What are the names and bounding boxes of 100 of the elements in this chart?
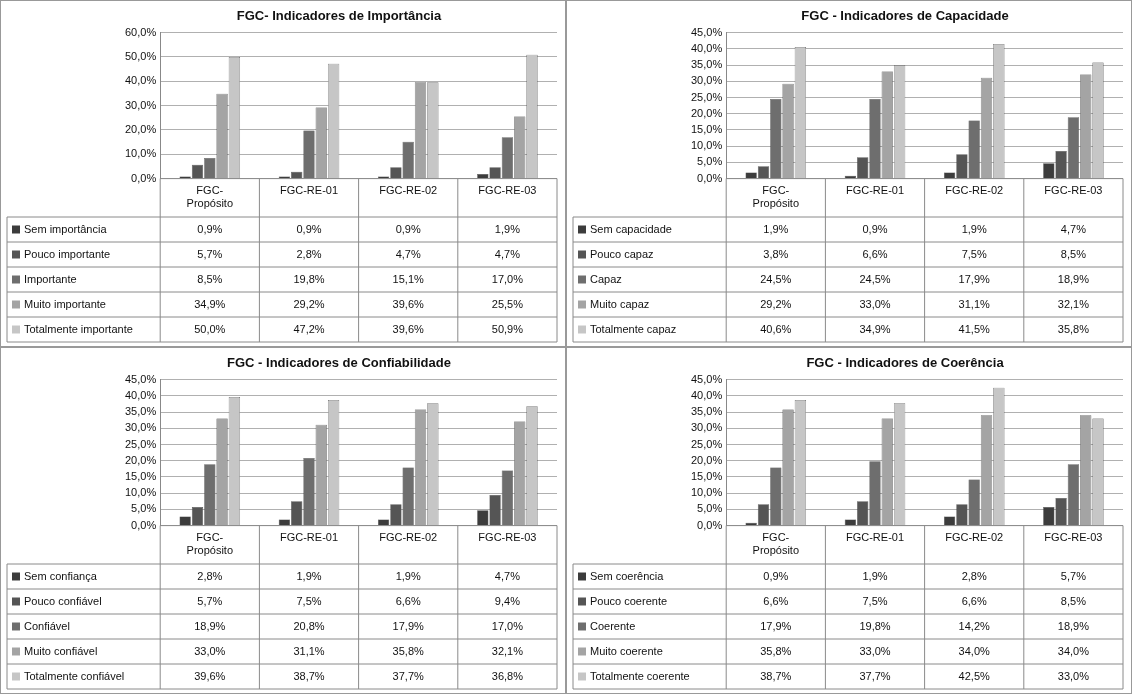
x-tick-label: FGC- Propósito bbox=[752, 184, 800, 210]
y-tick-label: 0,0% bbox=[697, 171, 723, 184]
data-label: 2,8% bbox=[961, 569, 987, 582]
x-tick-label: FGC-RE-01 bbox=[845, 184, 905, 197]
y-tick-label: 0,0% bbox=[697, 518, 723, 531]
y-tick-label: 45,0% bbox=[690, 372, 723, 385]
y-tick-label: 5,0% bbox=[131, 502, 157, 515]
y-tick-label: 40,0% bbox=[124, 74, 157, 87]
x-tick-label: FGC-RE-03 bbox=[1044, 184, 1103, 197]
data-label: 33,0% bbox=[859, 644, 891, 657]
data-label: 18,9% bbox=[1057, 272, 1090, 285]
data-label: 1,9% bbox=[296, 569, 322, 582]
data-label: 5,7% bbox=[197, 594, 223, 607]
data-label: 2,8% bbox=[197, 569, 223, 582]
legend-label: Totalmente capaz bbox=[590, 322, 677, 335]
y-tick-label: 10,0% bbox=[124, 147, 157, 160]
data-label: 41,5% bbox=[958, 322, 990, 335]
y-tick-label: 5,0% bbox=[697, 502, 723, 515]
data-label: 6,6% bbox=[961, 594, 987, 607]
y-tick-label: 30,0% bbox=[124, 98, 157, 111]
y-tick-label: 35,0% bbox=[124, 405, 157, 418]
data-label: 35,8% bbox=[1057, 322, 1090, 335]
data-label: 4,7% bbox=[494, 569, 521, 582]
data-label: 14,2% bbox=[958, 619, 990, 632]
y-tick-label: 30,0% bbox=[690, 74, 723, 87]
data-label: 24,5% bbox=[760, 272, 792, 285]
y-tick-label: 40,0% bbox=[690, 41, 723, 54]
y-tick-label: 15,0% bbox=[690, 469, 723, 482]
legend-label: Capaz bbox=[590, 272, 622, 285]
data-label: 0,9% bbox=[763, 569, 789, 582]
data-label: 39,6% bbox=[392, 297, 424, 310]
data-label: 39,6% bbox=[194, 669, 226, 682]
y-tick-label: 25,0% bbox=[690, 90, 723, 103]
data-label: 0,9% bbox=[862, 222, 888, 235]
data-label: 31,1% bbox=[293, 644, 325, 657]
legend-label: Coerente bbox=[590, 619, 636, 632]
legend-label: Pouco importante bbox=[24, 247, 111, 260]
legend-label: Importante bbox=[24, 272, 77, 285]
data-label: 1,9% bbox=[395, 569, 421, 582]
data-label: 19,8% bbox=[859, 619, 891, 632]
data-label: 24,5% bbox=[859, 272, 891, 285]
legend-label: Muito confiável bbox=[24, 644, 98, 657]
data-label: 34,0% bbox=[1057, 644, 1090, 657]
data-label: 37,7% bbox=[859, 669, 891, 682]
x-tick-label: FGC- Propósito bbox=[186, 184, 234, 210]
y-tick-label: 15,0% bbox=[690, 122, 723, 135]
data-label: 17,0% bbox=[491, 272, 524, 285]
legend-label: Pouco coerente bbox=[590, 594, 668, 607]
y-tick-label: 20,0% bbox=[124, 122, 157, 135]
x-tick-label: FGC-RE-02 bbox=[379, 531, 438, 544]
data-label: 31,1% bbox=[958, 297, 990, 310]
data-label: 1,9% bbox=[494, 222, 521, 235]
data-label: 35,8% bbox=[392, 644, 424, 657]
legend-label: Totalmente coerente bbox=[590, 669, 690, 682]
x-tick-label: FGC-RE-01 bbox=[845, 531, 905, 544]
chart-title: FGC - Indicadores de Confiabilidade bbox=[227, 355, 451, 371]
data-label: 20,8% bbox=[293, 619, 325, 632]
data-label: 4,7% bbox=[395, 247, 421, 260]
y-tick-label: 25,0% bbox=[690, 437, 723, 450]
data-label: 38,7% bbox=[293, 669, 325, 682]
y-tick-label: 20,0% bbox=[124, 453, 157, 466]
data-label: 47,2% bbox=[293, 322, 325, 335]
y-tick-label: 60,0% bbox=[124, 25, 157, 38]
data-label: 42,5% bbox=[958, 669, 990, 682]
x-tick-label: FGC-RE-03 bbox=[1044, 531, 1103, 544]
data-label: 6,6% bbox=[395, 594, 421, 607]
y-tick-label: 40,0% bbox=[690, 388, 723, 401]
data-label: 0,9% bbox=[296, 222, 322, 235]
data-label: 33,0% bbox=[859, 297, 891, 310]
y-tick-label: 50,0% bbox=[124, 49, 157, 62]
data-label: 38,7% bbox=[760, 669, 792, 682]
data-label: 32,1% bbox=[1057, 297, 1090, 310]
data-label: 50,0% bbox=[194, 322, 226, 335]
legend-label: Totalmente importante bbox=[24, 322, 133, 335]
chart-title: FGC - Indicadores de Capacidade bbox=[801, 8, 1009, 24]
y-tick-label: 5,0% bbox=[697, 155, 723, 168]
data-label: 4,7% bbox=[1060, 222, 1087, 235]
data-label: 1,9% bbox=[862, 569, 888, 582]
x-tick-label: FGC-RE-02 bbox=[945, 531, 1004, 544]
data-label: 17,9% bbox=[958, 272, 990, 285]
data-label: 6,6% bbox=[862, 247, 888, 260]
data-label: 5,7% bbox=[1060, 569, 1087, 582]
data-label: 25,5% bbox=[491, 297, 524, 310]
y-tick-label: 40,0% bbox=[124, 388, 157, 401]
data-label: 18,9% bbox=[1057, 619, 1090, 632]
data-label: 39,6% bbox=[392, 322, 424, 335]
data-label: 40,6% bbox=[760, 322, 792, 335]
data-label: 35,8% bbox=[760, 644, 792, 657]
y-tick-label: 35,0% bbox=[690, 58, 723, 71]
x-tick-label: FGC-RE-02 bbox=[379, 184, 438, 197]
data-label: 7,5% bbox=[961, 247, 987, 260]
chart-title: FGC - Indicadores de Coerência bbox=[806, 355, 1005, 371]
y-tick-label: 10,0% bbox=[124, 486, 157, 499]
data-label: 19,8% bbox=[293, 272, 325, 285]
data-label: 17,9% bbox=[392, 619, 424, 632]
data-label: 34,0% bbox=[958, 644, 990, 657]
y-tick-label: 0,0% bbox=[131, 518, 157, 531]
y-tick-label: 35,0% bbox=[690, 405, 723, 418]
legend-label: Sem capacidade bbox=[590, 222, 672, 235]
y-tick-label: 10,0% bbox=[690, 139, 723, 152]
